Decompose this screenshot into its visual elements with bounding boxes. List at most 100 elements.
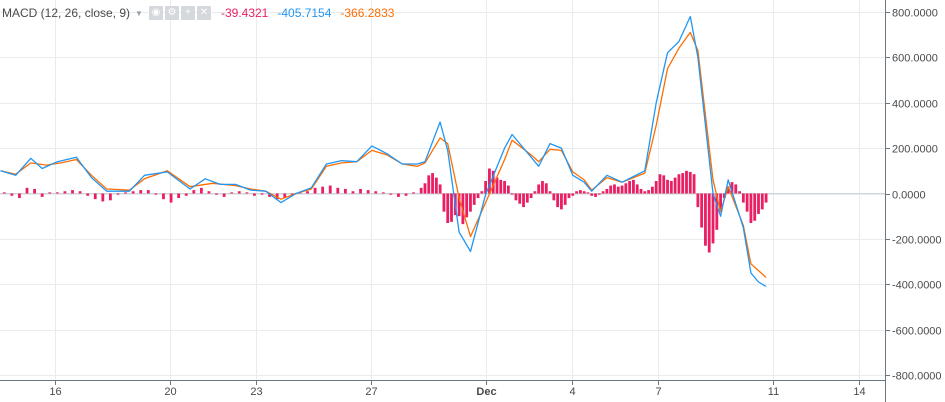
histogram-bar	[692, 174, 696, 194]
y-tick-label: -800.0000	[892, 371, 942, 383]
histogram-bar	[2, 192, 6, 194]
x-tick-label: 11	[768, 386, 779, 398]
histogram-bar	[328, 185, 332, 194]
histogram-bar	[567, 193, 571, 199]
histogram-bar	[760, 193, 764, 210]
histogram-bar	[522, 193, 525, 208]
x-tick-label: Dec	[476, 386, 496, 398]
histogram-bar	[101, 193, 105, 202]
histogram-bar	[711, 193, 715, 244]
histogram-bar	[139, 190, 143, 194]
chevron-down-icon[interactable]: ▼	[135, 8, 143, 18]
histogram-bar	[673, 177, 677, 194]
histogram-bar	[571, 193, 575, 196]
histogram-bar	[237, 191, 241, 194]
histogram-bar	[529, 193, 533, 199]
histogram-bar	[48, 192, 52, 194]
histogram-bar	[730, 182, 734, 194]
histogram-bar	[177, 193, 181, 199]
histogram-bar	[628, 181, 632, 194]
histogram-bar	[700, 193, 704, 228]
histogram-bar	[586, 192, 590, 194]
histogram-bar	[613, 184, 616, 194]
histogram-bar	[563, 193, 567, 205]
x-tick-label: 27	[365, 386, 377, 398]
histogram-bar	[677, 174, 681, 194]
histogram-bar	[450, 193, 453, 222]
histogram-bar	[476, 193, 480, 199]
histogram-bar	[757, 193, 760, 214]
histogram-bar	[169, 193, 173, 203]
histogram-bar	[63, 191, 67, 194]
close-icon[interactable]: ✕	[196, 6, 211, 20]
histogram-bar	[306, 191, 309, 194]
signal-value: -366.2833	[340, 6, 395, 20]
histogram-bar	[404, 193, 408, 196]
histogram-bar	[654, 181, 658, 194]
histogram-bar	[199, 187, 203, 194]
histogram-bar	[510, 193, 514, 195]
histogram-bar	[609, 185, 613, 194]
histogram-bar	[419, 187, 423, 194]
histogram-bar	[639, 188, 643, 194]
histogram-bar	[650, 186, 654, 194]
eye-icon[interactable]: ◉	[148, 6, 163, 20]
histogram-bar	[635, 184, 639, 194]
histogram-bar	[556, 193, 560, 208]
y-tick-label: 200.0000	[892, 144, 938, 156]
histogram-bar	[533, 191, 537, 194]
histogram-bar	[268, 193, 271, 197]
histogram-bar	[245, 192, 249, 194]
histogram-bar	[215, 193, 218, 195]
histogram-bar	[518, 193, 522, 204]
histogram-bar	[446, 193, 450, 223]
histogram-bar	[18, 193, 21, 199]
histogram-bar	[343, 188, 347, 194]
histogram-bar	[544, 183, 548, 194]
histogram-bar	[275, 193, 279, 200]
histogram-bar	[764, 193, 768, 203]
histogram-bar	[620, 185, 624, 194]
histogram-bar	[616, 186, 620, 194]
histogram-bar	[578, 190, 582, 194]
histogram-bar	[442, 193, 446, 212]
histogram-bar	[93, 193, 97, 200]
histogram-bar	[480, 191, 484, 194]
histogram-bar	[71, 190, 74, 194]
plus-icon[interactable]: +	[180, 6, 195, 20]
histogram-bar	[514, 193, 518, 201]
histogram-bar	[321, 186, 325, 194]
histogram-bar	[506, 185, 510, 194]
histogram-bar	[457, 193, 461, 217]
histogram-bar	[389, 193, 393, 195]
histogram-bar	[537, 184, 541, 194]
histogram-bar	[741, 193, 745, 203]
histogram-bar	[192, 190, 196, 194]
histogram-bar	[78, 191, 82, 194]
histogram-bar	[260, 193, 264, 195]
gear-icon[interactable]: ⚙	[164, 6, 179, 20]
histogram-bar	[669, 181, 673, 194]
histogram-bar	[681, 173, 685, 194]
y-tick-label: -600.0000	[892, 326, 942, 338]
histogram-bar	[499, 179, 503, 194]
histogram-bar	[86, 193, 90, 196]
x-tick-label: 4	[569, 386, 575, 398]
histogram-bar	[484, 181, 488, 194]
x-tick-label: 7	[655, 386, 661, 398]
histogram-bar	[184, 193, 188, 196]
histogram-bar	[624, 183, 628, 194]
histogram-bar	[423, 183, 427, 194]
histogram-bar	[605, 188, 609, 194]
histogram-bar	[594, 193, 597, 197]
histogram-bar	[488, 168, 491, 194]
histogram-bar	[25, 187, 29, 194]
histogram-bar	[715, 193, 719, 230]
histogram-bar	[658, 174, 662, 194]
histogram-bar	[726, 186, 730, 194]
histogram-bar	[745, 193, 749, 212]
histogram-bar	[154, 193, 158, 195]
histogram-bar	[503, 181, 506, 194]
histogram-bar	[366, 190, 370, 194]
histogram-bar	[688, 171, 692, 194]
